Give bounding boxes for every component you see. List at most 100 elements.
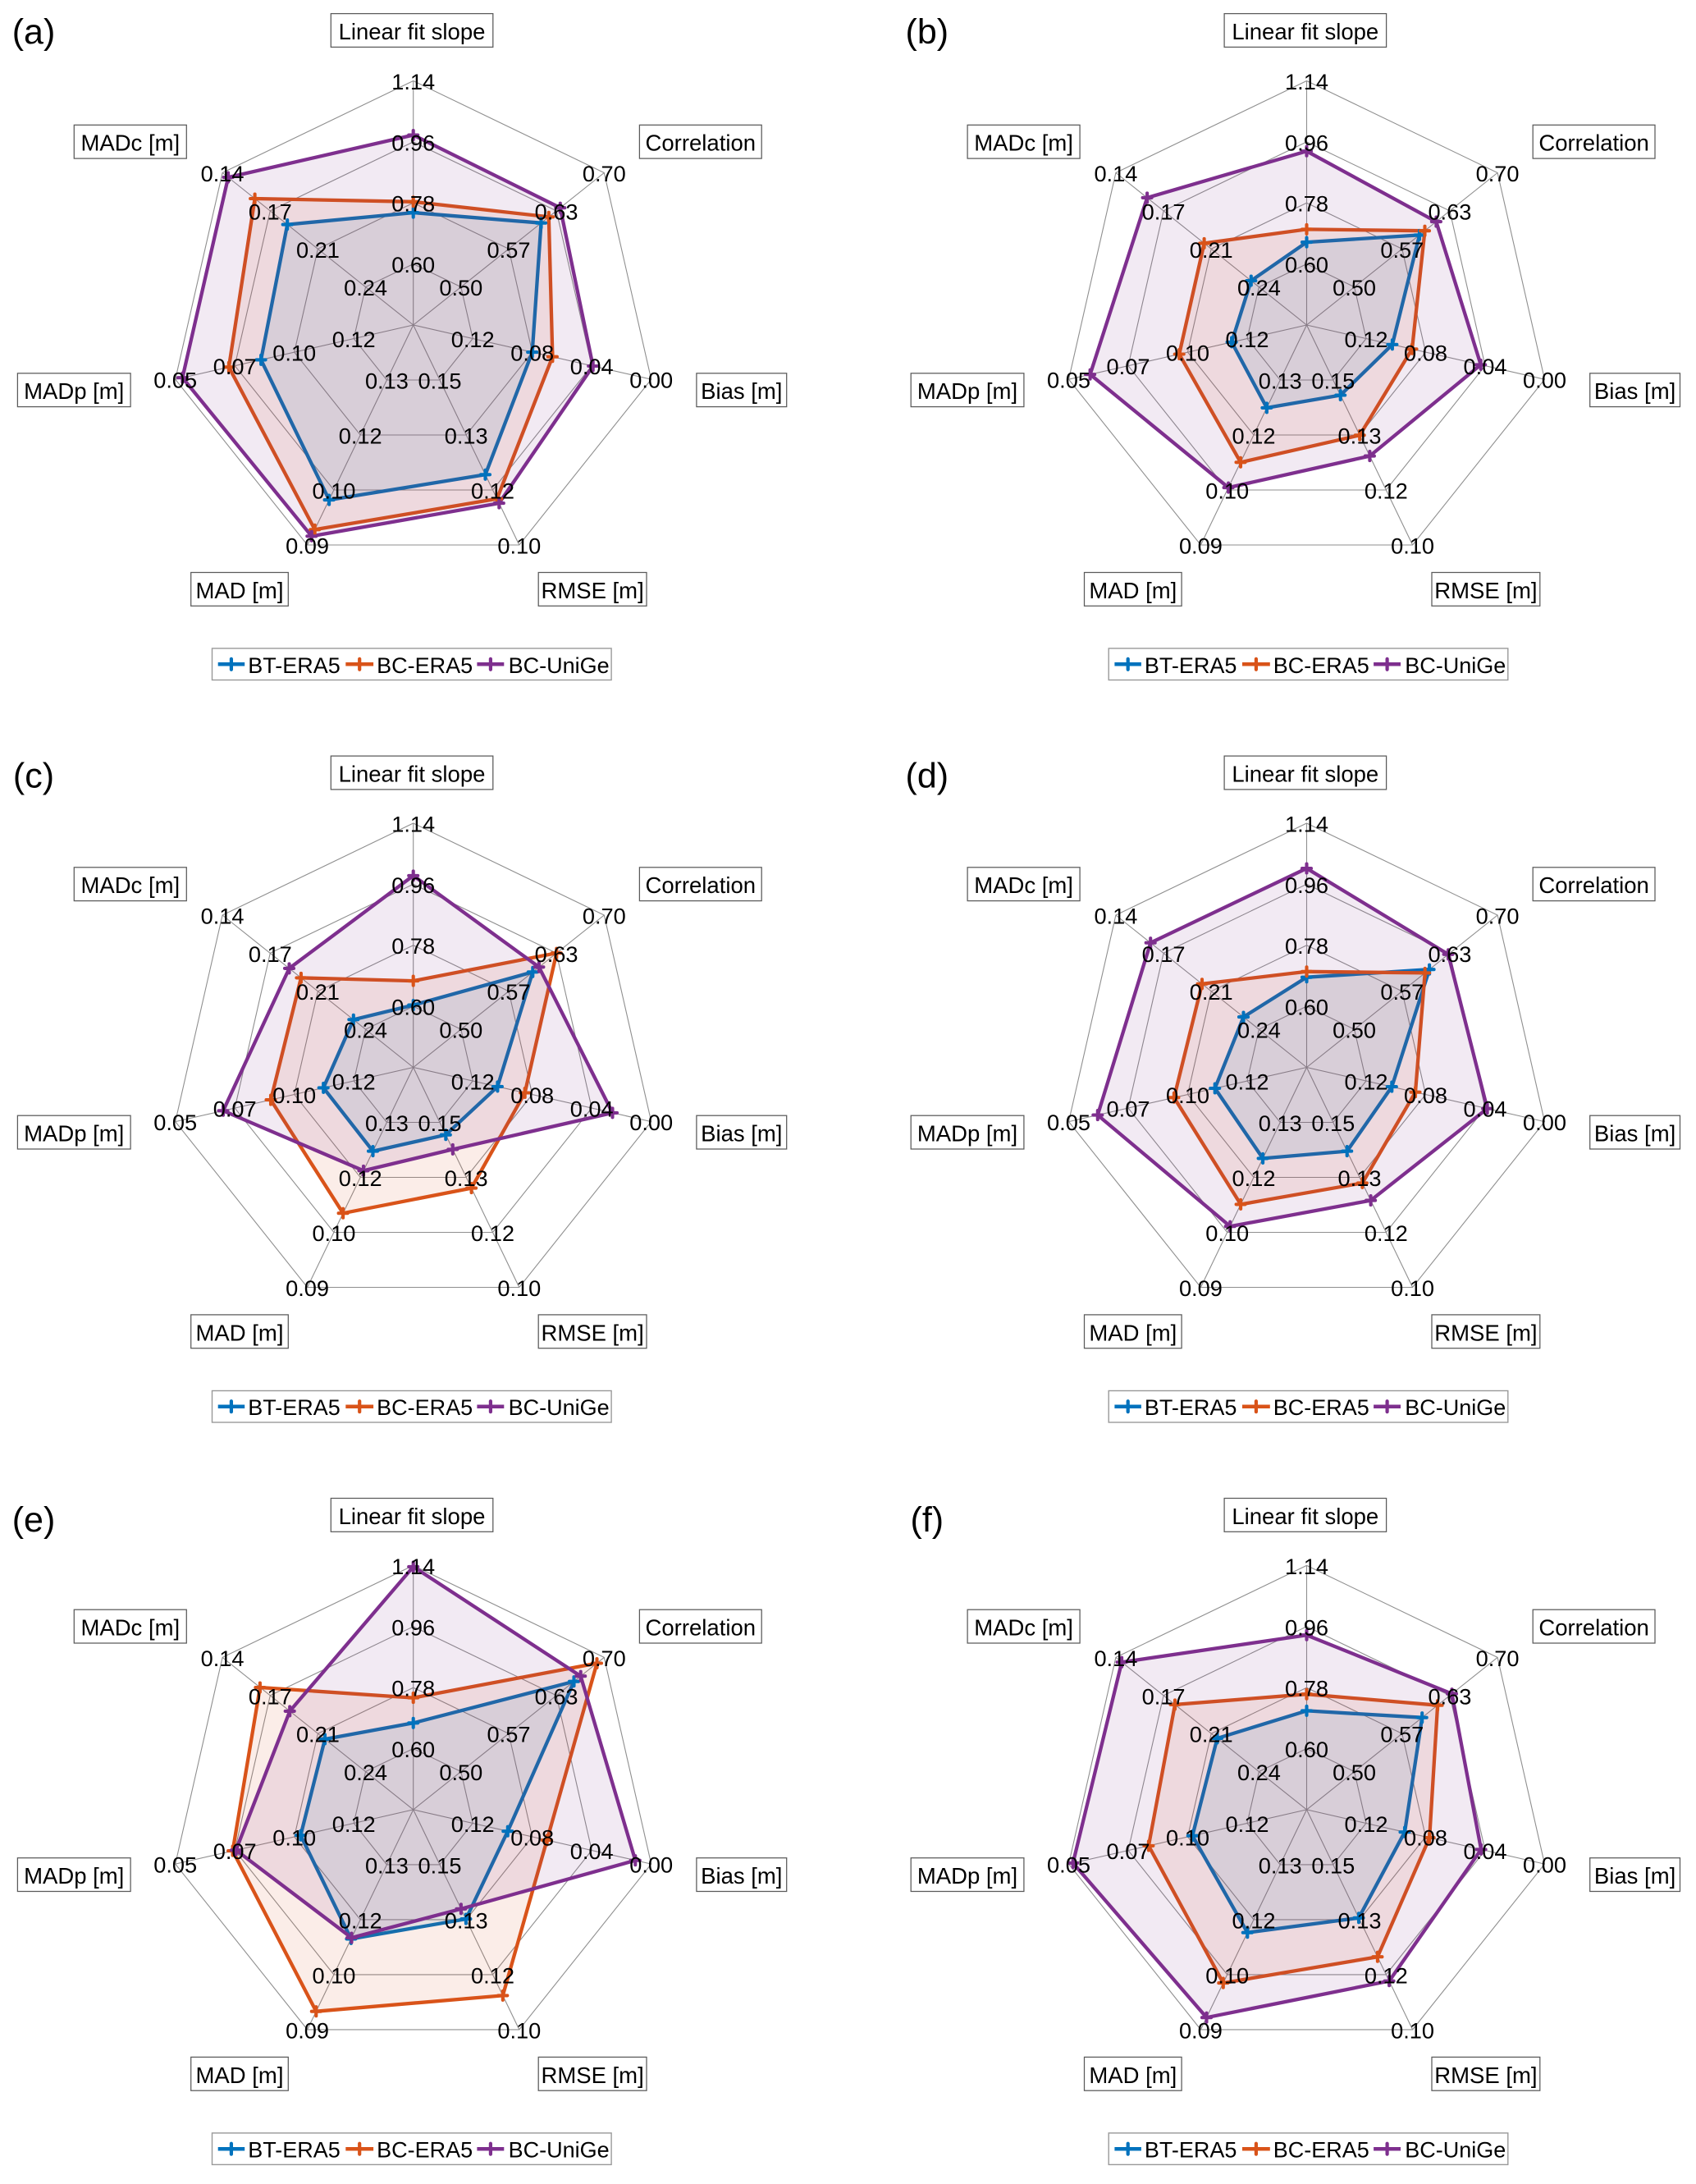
svg-text:MADp [m]: MADp [m] xyxy=(917,1121,1017,1147)
svg-text:0.21: 0.21 xyxy=(1190,237,1233,263)
svg-text:0.12: 0.12 xyxy=(1232,1907,1276,1933)
svg-text:0.10: 0.10 xyxy=(497,2017,541,2043)
svg-text:0.60: 0.60 xyxy=(1285,252,1328,277)
svg-text:MAD [m]: MAD [m] xyxy=(196,2063,284,2088)
svg-text:0.13: 0.13 xyxy=(445,1907,488,1933)
svg-text:0.57: 0.57 xyxy=(487,1722,531,1747)
svg-text:0.63: 0.63 xyxy=(1428,941,1471,967)
svg-text:0.00: 0.00 xyxy=(1523,368,1566,393)
svg-text:0.12: 0.12 xyxy=(1226,327,1269,352)
svg-text:0.57: 0.57 xyxy=(487,979,531,1005)
svg-text:0.12: 0.12 xyxy=(1232,1165,1276,1191)
svg-text:MADp [m]: MADp [m] xyxy=(917,1863,1017,1889)
svg-text:Linear fit slope: Linear fit slope xyxy=(1232,1504,1378,1529)
svg-text:0.13: 0.13 xyxy=(365,1110,409,1136)
svg-text:0.63: 0.63 xyxy=(535,941,578,967)
svg-text:BC-UniGe: BC-UniGe xyxy=(1405,1395,1506,1420)
svg-text:0.12: 0.12 xyxy=(1365,478,1408,504)
svg-text:MAD [m]: MAD [m] xyxy=(1089,2063,1177,2088)
svg-text:0.00: 0.00 xyxy=(629,368,673,393)
svg-text:0.21: 0.21 xyxy=(296,237,340,263)
svg-text:BC-ERA5: BC-ERA5 xyxy=(377,653,473,678)
svg-text:0.12: 0.12 xyxy=(332,1811,376,1837)
svg-text:0.10: 0.10 xyxy=(1391,1275,1434,1301)
svg-text:0.70: 0.70 xyxy=(583,161,626,186)
svg-text:0.50: 0.50 xyxy=(439,275,482,300)
svg-text:BC-UniGe: BC-UniGe xyxy=(1405,653,1506,678)
svg-text:0.07: 0.07 xyxy=(213,1838,257,1864)
svg-text:0.09: 0.09 xyxy=(1179,1275,1223,1301)
svg-text:0.13: 0.13 xyxy=(365,1852,409,1878)
svg-text:Bias [m]: Bias [m] xyxy=(701,378,782,404)
svg-text:0.09: 0.09 xyxy=(1179,533,1223,559)
svg-text:0.96: 0.96 xyxy=(1285,130,1328,155)
svg-text:Correlation: Correlation xyxy=(646,130,757,156)
svg-text:0.57: 0.57 xyxy=(487,237,531,263)
svg-text:0.13: 0.13 xyxy=(445,424,488,449)
svg-text:0.78: 0.78 xyxy=(1285,191,1328,217)
svg-text:0.12: 0.12 xyxy=(1365,1220,1408,1246)
svg-text:0.24: 0.24 xyxy=(344,1760,387,1785)
svg-text:MADp [m]: MADp [m] xyxy=(917,378,1017,404)
svg-text:0.12: 0.12 xyxy=(451,1069,495,1095)
svg-text:0.12: 0.12 xyxy=(339,1165,382,1191)
svg-text:0.12: 0.12 xyxy=(339,424,382,449)
svg-text:(c): (c) xyxy=(13,757,54,796)
svg-text:0.17: 0.17 xyxy=(1142,1683,1186,1709)
svg-text:0.10: 0.10 xyxy=(1166,1083,1209,1108)
svg-text:0.70: 0.70 xyxy=(583,904,626,929)
svg-text:0.12: 0.12 xyxy=(1345,327,1388,352)
svg-text:Correlation: Correlation xyxy=(646,872,757,898)
svg-text:BC-ERA5: BC-ERA5 xyxy=(377,2138,473,2163)
svg-text:MAD [m]: MAD [m] xyxy=(196,578,284,603)
svg-text:1.14: 1.14 xyxy=(391,1554,435,1579)
svg-text:0.70: 0.70 xyxy=(1476,904,1520,929)
svg-text:MADc [m]: MADc [m] xyxy=(80,130,180,156)
svg-text:0.50: 0.50 xyxy=(439,1018,482,1043)
svg-text:RMSE [m]: RMSE [m] xyxy=(541,2063,643,2088)
svg-text:0.10: 0.10 xyxy=(312,478,355,504)
svg-text:0.96: 0.96 xyxy=(391,130,435,155)
svg-text:0.10: 0.10 xyxy=(312,1220,355,1246)
svg-text:0.60: 0.60 xyxy=(1285,1737,1328,1762)
svg-text:BC-UniGe: BC-UniGe xyxy=(509,1395,610,1420)
svg-text:0.96: 0.96 xyxy=(1285,872,1328,898)
svg-text:0.78: 0.78 xyxy=(1285,933,1328,959)
svg-text:0.12: 0.12 xyxy=(1232,424,1276,449)
svg-text:0.04: 0.04 xyxy=(1464,1838,1507,1864)
svg-text:0.14: 0.14 xyxy=(1094,904,1137,929)
svg-text:0.21: 0.21 xyxy=(1190,979,1233,1005)
svg-text:RMSE [m]: RMSE [m] xyxy=(1434,578,1537,603)
svg-text:1.14: 1.14 xyxy=(1285,812,1328,837)
svg-text:0.13: 0.13 xyxy=(1259,369,1302,394)
svg-text:RMSE [m]: RMSE [m] xyxy=(1434,1320,1537,1345)
svg-text:0.09: 0.09 xyxy=(1179,2017,1223,2043)
svg-text:0.57: 0.57 xyxy=(1380,1722,1424,1747)
svg-text:0.78: 0.78 xyxy=(391,1676,435,1701)
svg-text:0.13: 0.13 xyxy=(445,1165,488,1191)
svg-text:0.00: 0.00 xyxy=(1523,1110,1566,1135)
svg-text:0.50: 0.50 xyxy=(439,1760,482,1785)
svg-text:0.12: 0.12 xyxy=(332,327,376,352)
svg-text:0.17: 0.17 xyxy=(1142,941,1186,967)
svg-text:Bias [m]: Bias [m] xyxy=(1594,1121,1675,1147)
svg-text:0.10: 0.10 xyxy=(1205,1220,1249,1246)
svg-text:0.05: 0.05 xyxy=(1047,1110,1090,1135)
svg-text:0.00: 0.00 xyxy=(629,1110,673,1135)
svg-text:0.70: 0.70 xyxy=(583,1646,626,1671)
svg-text:0.12: 0.12 xyxy=(1345,1811,1388,1837)
svg-text:0.08: 0.08 xyxy=(1404,1083,1447,1108)
svg-text:(b): (b) xyxy=(906,12,949,52)
svg-text:0.15: 0.15 xyxy=(418,369,462,394)
svg-text:0.13: 0.13 xyxy=(1338,1907,1382,1933)
svg-text:0.12: 0.12 xyxy=(1345,1069,1388,1095)
svg-text:0.07: 0.07 xyxy=(1107,1097,1150,1122)
svg-text:Correlation: Correlation xyxy=(1538,872,1649,898)
svg-text:0.12: 0.12 xyxy=(332,1069,376,1095)
svg-text:MADc [m]: MADc [m] xyxy=(80,1615,180,1641)
svg-text:0.15: 0.15 xyxy=(1311,1852,1355,1878)
svg-text:0.21: 0.21 xyxy=(1190,1722,1233,1747)
svg-text:0.07: 0.07 xyxy=(213,1097,257,1122)
svg-text:BT-ERA5: BT-ERA5 xyxy=(1145,1395,1237,1420)
svg-text:0.14: 0.14 xyxy=(201,1646,245,1671)
